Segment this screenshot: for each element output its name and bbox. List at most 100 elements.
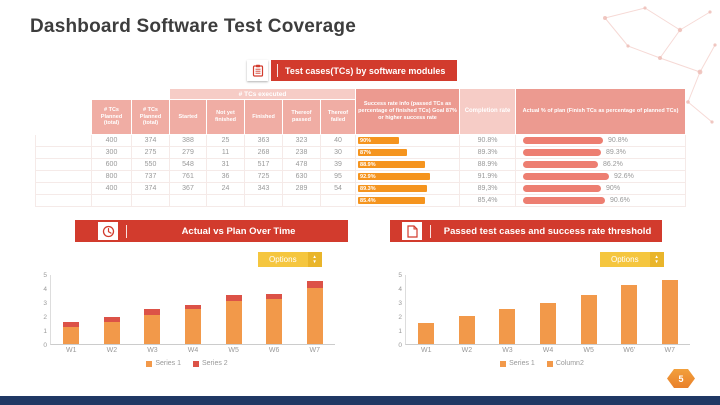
- corner-cell: [35, 88, 92, 100]
- bar-segment: [458, 316, 475, 344]
- table-cell: 238: [282, 146, 321, 159]
- completion-cell: 85,4%: [459, 194, 517, 207]
- legend-label: Series 2: [202, 360, 228, 367]
- table-cell: 268: [244, 146, 283, 159]
- success-rate-cell: 92.9%: [355, 170, 461, 183]
- bar: [661, 279, 678, 344]
- bar-segment: [540, 303, 557, 344]
- table-cell: 279: [169, 146, 207, 159]
- table-cell: 374: [131, 182, 170, 195]
- sort-arrows-icon[interactable]: ▲ ▼: [307, 252, 322, 267]
- legend-label: Series 1: [509, 360, 535, 367]
- success-rate-bar: 88.9%: [358, 161, 426, 168]
- bar-segment: [306, 288, 323, 344]
- table-row: 300 275 279 11 268 238 30 87% 89.3% 89.3%: [35, 146, 687, 159]
- table-row: 800 737 761 36 725 630 95 92.9% 91.9% 92.6%: [35, 170, 687, 183]
- bar-segment: [225, 295, 242, 301]
- bar-segment: [225, 300, 242, 344]
- actual-percent-cell: 92.6%: [515, 170, 687, 183]
- bar-group: W1: [51, 274, 92, 354]
- bar-group: W7: [649, 274, 690, 354]
- options-button-right[interactable]: Options ▲ ▼: [600, 252, 664, 267]
- table-cell: [244, 194, 283, 207]
- legend-item: Series 1: [500, 360, 535, 367]
- panel-passed-test-cases: Passed test cases and success rate thres…: [390, 220, 702, 390]
- bar: [103, 317, 120, 344]
- table-cell: 363: [244, 134, 283, 147]
- table-cell: [91, 194, 132, 207]
- bar-group: W2: [447, 274, 488, 354]
- legend-item: Column2: [546, 360, 584, 367]
- table-row: 400 374 388 25 363 323 40 90% 90.8% 90.8%: [35, 134, 687, 147]
- bar-segment: [144, 314, 161, 344]
- bar-group: W7: [294, 274, 335, 354]
- bar-segment: [499, 309, 516, 344]
- page-number: 5: [667, 369, 695, 388]
- table-cell: 31: [206, 158, 245, 171]
- bar: [63, 322, 80, 344]
- legend-item: Series 2: [193, 360, 228, 367]
- bar: [458, 316, 475, 344]
- chart-legend: Series 1 Series 2: [37, 360, 337, 367]
- bar-segment: [103, 317, 120, 322]
- legend-swatch: [546, 360, 553, 367]
- table-cell: [319, 194, 357, 207]
- col-header-started: Started: [169, 99, 207, 135]
- category-label: W6': [623, 347, 636, 354]
- col-header-finished: Finished: [244, 99, 283, 135]
- category-label: W1: [421, 347, 432, 354]
- actual-percent-cell: 90.6%: [515, 194, 687, 207]
- y-tick-label: 4: [398, 285, 402, 293]
- panel-right-header: Passed test cases and success rate thres…: [390, 220, 662, 242]
- table-cell: 289: [282, 182, 321, 195]
- plot-area: W1 W2 W3 W4 W5 W6' W7: [405, 274, 690, 354]
- col-header-completion-rate: Completion rate: [459, 88, 517, 135]
- completion-cell: 89.3%: [459, 146, 517, 159]
- module-cell: [35, 158, 92, 171]
- table-section-header: Test cases(TCs) by software modules: [247, 60, 458, 81]
- bar-group: W3: [487, 274, 528, 354]
- category-label: W6: [268, 347, 280, 354]
- y-axis: 0 1 2 3 4 5: [37, 272, 50, 349]
- col-header-success-rate: Success rate info (passed TCs as percent…: [355, 88, 461, 135]
- col-header-planned-1: # TCs Planned (total): [91, 99, 132, 135]
- y-tick-label: 1: [43, 327, 47, 335]
- bar: [580, 295, 597, 344]
- success-rate-bar: 85.4%: [358, 197, 426, 204]
- footer-bar: [0, 396, 720, 405]
- success-rate-bar: 87%: [358, 149, 407, 156]
- legend-label: Column2: [555, 360, 584, 367]
- bar: [144, 309, 161, 344]
- module-column-header: [35, 99, 92, 135]
- options-button-left[interactable]: Options ▲ ▼: [258, 252, 322, 267]
- table-cell: [282, 194, 321, 207]
- table-cell: [131, 194, 170, 207]
- category-label: W2: [461, 347, 473, 354]
- module-cell: [35, 146, 92, 159]
- actual-percent-bar: [523, 161, 599, 168]
- category-label: W3: [502, 347, 513, 354]
- y-tick-label: 2: [398, 313, 402, 321]
- category-label: W3: [147, 347, 158, 354]
- sort-arrows-icon[interactable]: ▲ ▼: [649, 252, 664, 267]
- actual-percent-cell: 90%: [515, 182, 687, 195]
- success-rate-bar: 89.3%: [358, 185, 428, 192]
- table-cell: 548: [169, 158, 207, 171]
- chart-actual-vs-plan: 0 1 2 3 4 5 W1 W2 W3 W4 W5 W6 W7 Series 1 Series 2: [37, 272, 337, 372]
- bar: [540, 303, 557, 344]
- chart-legend: Series 1 Column2: [392, 360, 692, 367]
- y-tick-label: 0: [398, 341, 402, 349]
- chart-passed-test-cases: 0 1 2 3 4 5 W1 W2 W3 W4 W5 W6' W7 Series 1 Column2: [392, 272, 692, 372]
- table-cell: 54: [319, 182, 357, 195]
- bar-segment: [63, 327, 80, 344]
- table-row: 400 374 367 24 343 289 54 89.3% 89,3% 90%: [35, 182, 687, 195]
- category-label: W7: [309, 347, 321, 354]
- clock-icon: [98, 222, 118, 240]
- y-tick-label: 5: [398, 271, 402, 279]
- divider: [430, 224, 431, 238]
- success-rate-cell: 88.9%: [355, 158, 461, 171]
- y-axis: 0 1 2 3 4 5: [392, 271, 405, 349]
- panel-actual-vs-plan: Actual vs Plan Over Time Options ▲ ▼ 0 1 2 3…: [35, 220, 350, 390]
- col-header-not-yet-finished: Not yet finished: [206, 99, 245, 135]
- module-cell: [35, 182, 92, 195]
